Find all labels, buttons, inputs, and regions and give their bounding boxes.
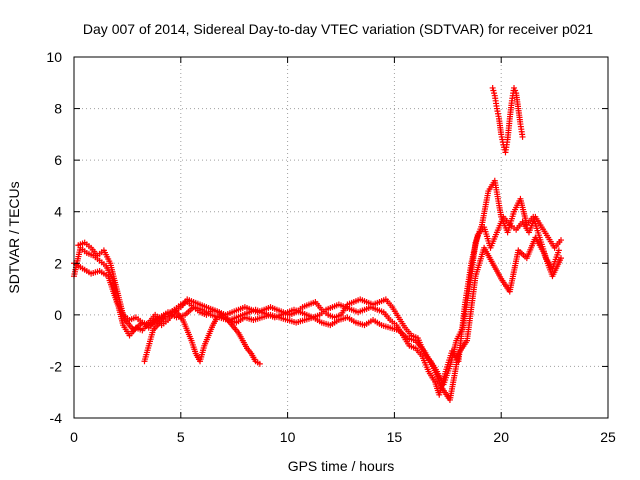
data-point	[256, 360, 263, 367]
y-tick-labels: -4 -2 0 2 4 6 8 10	[46, 49, 62, 426]
x-axis-label: GPS time / hours	[288, 458, 395, 474]
series-track-d	[141, 306, 263, 367]
y-tick-label: 10	[46, 49, 62, 65]
x-tick-label: 0	[70, 429, 78, 445]
y-tick-label: -4	[50, 410, 63, 426]
series-track-c	[75, 177, 562, 388]
x-tick-label: 15	[387, 429, 403, 445]
series-track-b	[71, 234, 565, 403]
y-tick-label: 0	[54, 307, 62, 323]
x-tick-labels: 0 5 10 15 20 25	[70, 429, 616, 445]
series-track-e	[489, 84, 526, 156]
plot-frame	[73, 56, 609, 419]
data-point	[519, 133, 526, 140]
axis-ticks	[73, 56, 609, 419]
y-tick-label: -2	[50, 358, 63, 374]
y-axis-label: SDTVAR / TECUs	[6, 181, 22, 293]
x-tick-label: 25	[600, 429, 616, 445]
data-point	[555, 247, 562, 254]
data-point	[558, 255, 565, 262]
y-tick-label: 6	[54, 152, 62, 168]
y-tick-label: 8	[54, 101, 62, 117]
x-tick-label: 5	[177, 429, 185, 445]
grid-lines	[74, 57, 608, 418]
x-tick-label: 10	[280, 429, 296, 445]
x-tick-label: 20	[493, 429, 509, 445]
y-tick-label: 4	[54, 204, 62, 220]
chart-title: Day 007 of 2014, Sidereal Day-to-day VTE…	[83, 21, 593, 37]
data-point	[558, 237, 565, 244]
data-markers	[71, 84, 565, 403]
y-tick-label: 2	[54, 255, 62, 271]
